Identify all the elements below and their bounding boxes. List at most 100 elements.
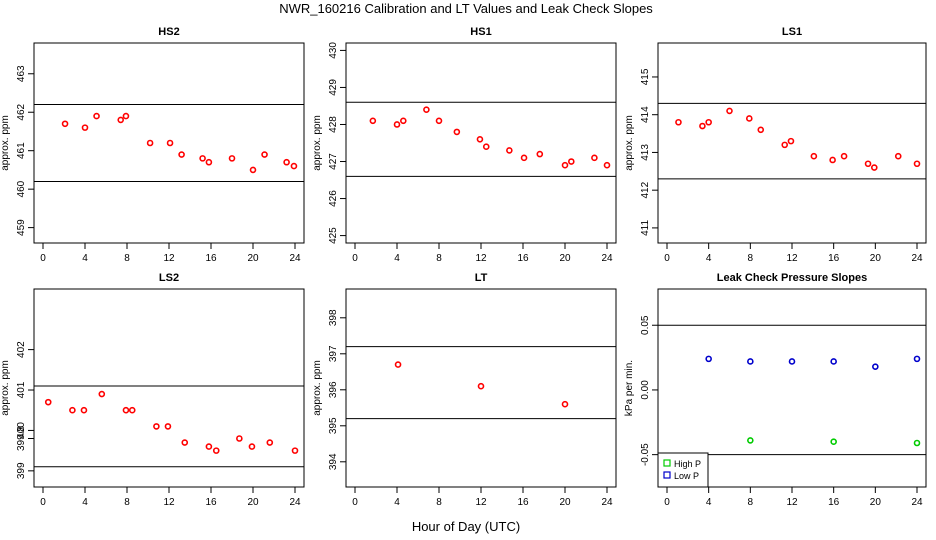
leak-point — [788, 358, 796, 365]
legend-box — [657, 452, 709, 488]
leak-point — [747, 437, 754, 444]
leak-xtick-label: 16 — [828, 497, 840, 508]
lt-point — [561, 400, 569, 408]
leak-xtick-label: 0 — [664, 497, 670, 508]
hs2-point — [228, 155, 236, 162]
ls1-xtick-label: 8 — [748, 253, 754, 264]
ls2-panel-title: LS2 — [159, 272, 179, 284]
hs2-point — [117, 116, 124, 124]
leak-point — [830, 438, 837, 446]
hs2-point — [261, 151, 268, 158]
panel-hs2: HS2 approx. ppm 0 4 8 12 16 20 24 459 460 461 462 463 — [0, 26, 305, 264]
ls2-xtick-label: 12 — [163, 497, 175, 508]
ls1-point — [675, 118, 682, 126]
hs1-point — [567, 158, 575, 165]
hs2-xtick-label: 0 — [40, 253, 46, 264]
leak-ytick-label: 0.00 — [640, 380, 651, 400]
panel-leak: Leak Check Pressure Slopes kPa per min. 0 4… — [624, 272, 927, 508]
leak-point — [830, 358, 837, 365]
hs2-point — [249, 166, 257, 174]
hs2-point — [61, 120, 69, 128]
leak-point — [913, 439, 921, 447]
hs2-panel-title: HS2 — [158, 26, 179, 38]
ls1-point — [894, 152, 902, 160]
ls1-point — [781, 141, 789, 149]
hs2-point — [290, 162, 298, 170]
ls1-ytick-label: 414 — [640, 106, 651, 123]
hs2-xtick-label: 16 — [205, 253, 217, 264]
hs1-xtick-label: 24 — [601, 253, 613, 264]
hs1-point — [435, 117, 443, 125]
leak-ytick-label: -0.05 — [640, 443, 651, 466]
ls2-xtick-label: 20 — [247, 497, 259, 508]
hs1-ytick-label: 427 — [328, 153, 339, 170]
ls1-xtick-label: 16 — [828, 253, 840, 264]
hs2-xtick-label: 24 — [289, 253, 301, 264]
legend-marker — [663, 471, 671, 479]
hs2-point — [146, 139, 154, 147]
hs1-point — [603, 161, 611, 169]
hs1-xtick-label: 20 — [559, 253, 571, 264]
figure-xlabel: Hour of Day (UTC) — [412, 519, 520, 534]
hs2-point — [122, 112, 130, 120]
hs1-ytick-label: 428 — [328, 116, 339, 133]
panel-hs1: HS1 approx. ppm 0 4 8 12 16 20 24 425 426 427 428 429… — [312, 26, 617, 264]
lt-xtick-label: 20 — [559, 497, 571, 508]
hs1-point — [393, 121, 401, 128]
ls1-point — [757, 126, 765, 134]
hs1-xtick-label: 0 — [352, 253, 358, 264]
leak-xtick-label: 20 — [870, 497, 882, 508]
lt-ytick-label: 395 — [328, 417, 339, 434]
hs1-xtick-label: 12 — [475, 253, 487, 264]
leak-point — [872, 363, 879, 370]
leak-xtick-label: 8 — [748, 497, 754, 508]
ls2-point — [98, 390, 106, 398]
legend-marker — [663, 459, 671, 467]
ls2-point — [69, 406, 76, 414]
ls1-xtick-label: 24 — [911, 253, 923, 264]
ls1-point — [829, 156, 836, 164]
hs1-point — [369, 117, 377, 125]
lt-xtick-label: 0 — [352, 497, 358, 508]
lt-xtick-label: 12 — [475, 497, 487, 508]
hs2-xtick-label: 12 — [163, 253, 175, 264]
ls2-xtick-label: 4 — [82, 497, 88, 508]
hs1-point — [476, 135, 484, 143]
lt-point — [394, 361, 402, 368]
ls2-point — [181, 439, 189, 446]
ls2-xtick-label: 24 — [289, 497, 301, 508]
ls1-xtick-label: 4 — [706, 253, 712, 264]
hs1-point — [399, 117, 407, 125]
hs2-point — [199, 155, 206, 162]
leak-point — [705, 355, 712, 363]
lt-ytick-label: 396 — [328, 381, 339, 398]
leak-xtick-label: 12 — [786, 497, 798, 508]
panel-lt: LT approx. ppm 0 4 8 12 16 20 24 394 395 396 397 398 — [312, 272, 617, 508]
ls1-point — [810, 152, 818, 160]
ls1-point — [726, 107, 733, 115]
hs2-point — [166, 139, 174, 147]
ls2-point — [236, 435, 243, 442]
hs2-xtick-label: 20 — [247, 253, 259, 264]
lt-ytick-label: 397 — [328, 345, 339, 362]
hs2-point — [93, 112, 100, 120]
hs1-plot-frame — [345, 42, 617, 244]
ls2-point — [80, 406, 88, 414]
ls2-ytick-label: 399.8 — [16, 426, 27, 451]
hs2-point — [283, 158, 290, 166]
ls1-point — [699, 122, 706, 130]
ls2-point — [122, 406, 130, 414]
hs1-panel-title: HS1 — [470, 26, 491, 38]
hs1-ytick-label: 425 — [328, 227, 339, 244]
ls1-point — [840, 152, 848, 160]
ls2-xtick-label: 16 — [205, 497, 217, 508]
hs1-xtick-label: 4 — [394, 253, 400, 264]
hs1-point — [520, 154, 528, 162]
lt-xtick-label: 16 — [517, 497, 529, 508]
ls1-point — [913, 160, 921, 168]
hs2-ytick-label: 460 — [16, 180, 27, 197]
hs1-point — [561, 161, 569, 169]
hs1-ytick-label: 429 — [328, 79, 339, 96]
ls1-point — [705, 118, 712, 126]
ls2-ytick-label: 400 — [16, 422, 27, 439]
